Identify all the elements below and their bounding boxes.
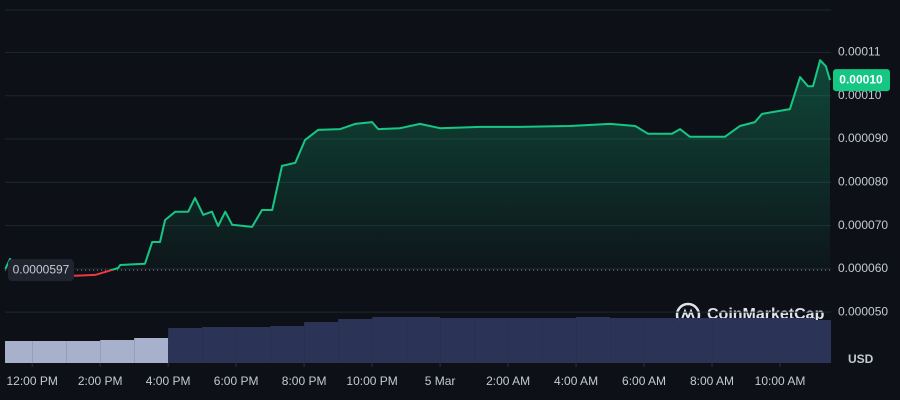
x-tick-label: 4:00 PM	[146, 374, 191, 388]
y-tick-label: 0.00011	[838, 45, 881, 59]
volume-bar	[270, 326, 305, 363]
volume-bar	[5, 341, 33, 363]
volume-bar	[746, 318, 781, 363]
volume-bar	[712, 318, 747, 363]
reference-label: 0.0000597	[13, 262, 70, 276]
current-price-label: 0.00010	[839, 72, 883, 86]
price-area	[5, 60, 830, 271]
volume	[5, 317, 831, 363]
x-tick-label: 5 Mar	[425, 374, 456, 388]
y-tick-label: 0.000060	[838, 261, 888, 275]
volume-bar	[66, 341, 101, 363]
reference-badge	[8, 259, 74, 282]
x-tick-label: 8:00 AM	[690, 374, 734, 388]
volume-bar	[304, 322, 339, 363]
volume-bar	[610, 318, 645, 363]
volume-bar	[542, 318, 577, 363]
volume-bar	[576, 317, 611, 363]
x-tick-label: 6:00 PM	[214, 374, 259, 388]
currency-label: USD	[848, 352, 874, 366]
volume-bar	[338, 319, 373, 363]
volume-bar	[474, 318, 509, 363]
x-tick-label: 4:00 AM	[554, 374, 598, 388]
volume-bar	[406, 317, 441, 363]
x-tick-label: 8:00 PM	[282, 374, 327, 388]
y-tick-label: 0.000050	[838, 304, 888, 318]
price-line	[4, 59, 831, 277]
x-tick-label: 10:00 PM	[346, 374, 397, 388]
y-tick-label: 0.000090	[838, 131, 888, 145]
x-tick-label: 2:00 PM	[78, 374, 123, 388]
y-tick-label: 0.000070	[838, 218, 888, 232]
x-tick-label: 10:00 AM	[755, 374, 806, 388]
volume-bar	[644, 318, 679, 363]
volume-bar	[168, 328, 203, 363]
x-tick-label: 2:00 AM	[486, 374, 530, 388]
volume-bar	[440, 318, 475, 363]
volume-bar	[32, 341, 67, 363]
y-tick-label: 0.000080	[838, 174, 888, 188]
current-price-badge	[833, 69, 890, 92]
volume-bar	[100, 340, 135, 363]
volume-bar	[372, 317, 407, 363]
x-tick-label: 6:00 AM	[622, 374, 666, 388]
volume-bar	[202, 327, 237, 363]
volume-bar	[134, 338, 169, 363]
volume-bar	[803, 320, 831, 363]
volume-bar	[236, 327, 271, 363]
x-tick-label: 12:00 PM	[7, 374, 58, 388]
volume-bar	[678, 318, 713, 363]
y-tick-label: 0.00010	[838, 88, 882, 102]
volume-bar	[508, 318, 543, 363]
